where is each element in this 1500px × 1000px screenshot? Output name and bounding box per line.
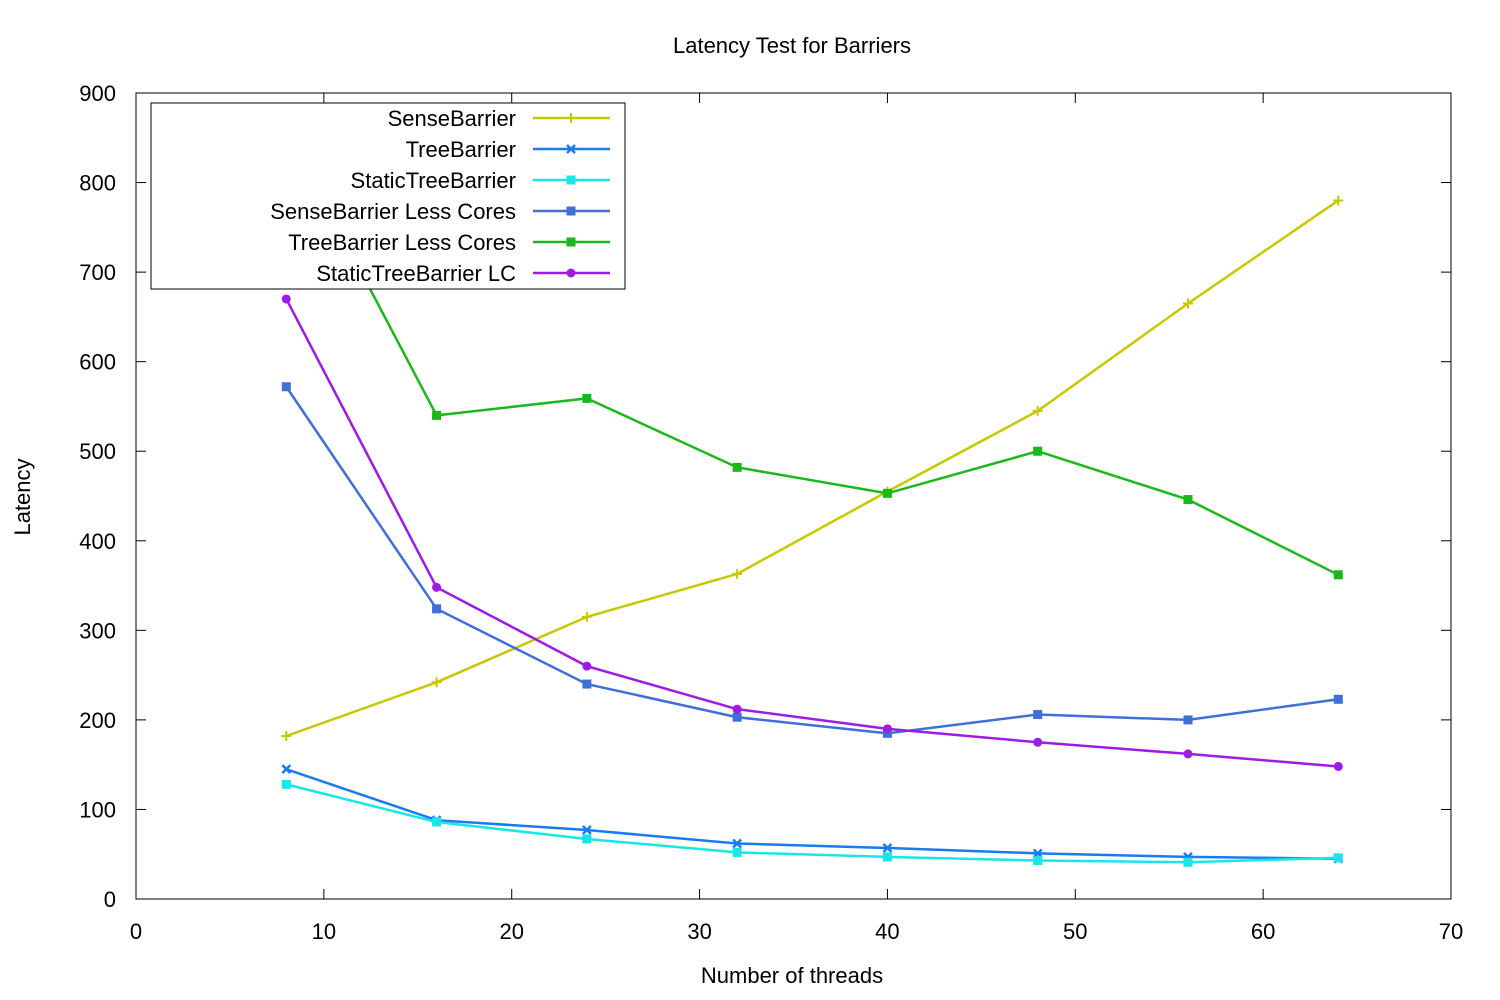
- legend: SenseBarrier TreeBarrier StaticTreeBarrier…: [150, 102, 626, 290]
- series-layer: [281, 125, 1344, 867]
- chart-title: Latency Test for Barriers: [673, 33, 911, 58]
- data-point: [1183, 857, 1193, 867]
- series-statictreebarrier-lc: [281, 294, 1343, 771]
- data-point: [431, 677, 442, 688]
- series-line: [285, 767, 1339, 860]
- series-line: [285, 298, 1339, 768]
- data-point: [432, 817, 442, 827]
- series-treebarrier-less-cores: [281, 125, 1343, 580]
- data-point: [281, 382, 291, 392]
- data-point: [732, 838, 743, 849]
- data-point: [1183, 749, 1193, 759]
- data-point: [582, 679, 592, 689]
- data-point: [581, 611, 592, 622]
- data-point: [882, 488, 892, 498]
- y-tick-label: 600: [79, 350, 116, 375]
- y-axis-label: Latency: [10, 458, 35, 535]
- data-point: [432, 604, 442, 614]
- data-point: [281, 731, 292, 742]
- x-tick-label: 0: [130, 919, 142, 944]
- y-tick-label: 300: [79, 618, 116, 643]
- legend-label: StaticTreeBarrier LC: [316, 261, 516, 286]
- x-axis-label: Number of threads: [701, 963, 883, 988]
- legend-swatch-marker: [566, 206, 576, 216]
- data-point: [1333, 195, 1344, 206]
- data-point: [1032, 405, 1043, 416]
- legend-item: TreeBarrier Less Cores: [288, 230, 610, 255]
- data-point: [732, 462, 742, 472]
- data-point: [1333, 761, 1343, 771]
- data-point: [582, 393, 592, 403]
- x-tick-label: 20: [499, 919, 523, 944]
- data-point: [582, 834, 592, 844]
- series-sensebarrier-less-cores: [281, 382, 1343, 738]
- data-point: [732, 704, 742, 714]
- y-tick-label: 900: [79, 81, 116, 106]
- data-point: [1333, 853, 1343, 863]
- axis-ticks: 0 10 20 30 40 50 60 700100200300400500600700800…: [79, 81, 1463, 944]
- legend-item: TreeBarrier: [406, 137, 610, 162]
- data-point: [281, 764, 292, 775]
- legend-box: [150, 102, 626, 290]
- series-sensebarrier: [281, 195, 1344, 742]
- legend-label: SenseBarrier Less Cores: [270, 199, 516, 224]
- data-point: [1183, 715, 1193, 725]
- data-point: [882, 724, 892, 734]
- legend-swatch-marker: [566, 144, 576, 154]
- data-point: [582, 661, 592, 671]
- legend-swatch-marker: [566, 175, 576, 185]
- legend-swatch-marker: [566, 113, 576, 123]
- data-point: [1033, 446, 1043, 456]
- data-point: [1033, 710, 1043, 720]
- y-tick-label: 800: [79, 171, 116, 196]
- legend-item: SenseBarrier Less Cores: [270, 199, 610, 224]
- legend-label: SenseBarrier: [388, 106, 516, 131]
- series-line: [285, 129, 1339, 576]
- x-tick-label: 50: [1063, 919, 1087, 944]
- data-point: [882, 843, 893, 853]
- y-tick-label: 200: [79, 708, 116, 733]
- y-tick-label: 0: [104, 887, 116, 912]
- data-point: [882, 852, 892, 862]
- legend-swatch-marker: [566, 237, 576, 247]
- data-point: [1183, 298, 1193, 309]
- legend-label: TreeBarrier: [406, 137, 516, 162]
- data-point: [281, 779, 291, 789]
- data-point: [1033, 855, 1043, 865]
- series-line: [285, 386, 1339, 735]
- x-tick-label: 60: [1251, 919, 1275, 944]
- data-point: [732, 712, 742, 722]
- data-point: [1333, 694, 1343, 704]
- series-line: [285, 199, 1339, 738]
- data-point: [1183, 495, 1193, 505]
- data-point: [1033, 737, 1043, 747]
- series-statictreebarrier: [281, 779, 1343, 867]
- y-tick-label: 100: [79, 797, 116, 822]
- x-tick-label: 40: [875, 919, 899, 944]
- y-tick-label: 700: [79, 260, 116, 285]
- data-point: [281, 294, 291, 304]
- data-point: [732, 568, 743, 579]
- data-point: [732, 847, 742, 857]
- legend-item: StaticTreeBarrier: [351, 168, 610, 193]
- data-point: [432, 582, 442, 592]
- data-point: [432, 410, 442, 420]
- plot-area-frame: [135, 92, 1452, 900]
- legend-item: SenseBarrier: [388, 106, 610, 131]
- legend-item: StaticTreeBarrier LC: [316, 261, 610, 286]
- legend-label: TreeBarrier Less Cores: [288, 230, 516, 255]
- series-treebarrier: [281, 764, 1344, 864]
- x-tick-label: 70: [1439, 919, 1463, 944]
- data-point: [581, 825, 592, 835]
- data-point: [1333, 570, 1343, 580]
- y-tick-label: 500: [79, 439, 116, 464]
- series-line: [285, 783, 1339, 864]
- legend-label: StaticTreeBarrier: [351, 168, 516, 193]
- x-tick-label: 10: [312, 919, 336, 944]
- y-tick-label: 400: [79, 529, 116, 554]
- legend-swatch-marker: [566, 268, 576, 278]
- x-tick-label: 30: [687, 919, 711, 944]
